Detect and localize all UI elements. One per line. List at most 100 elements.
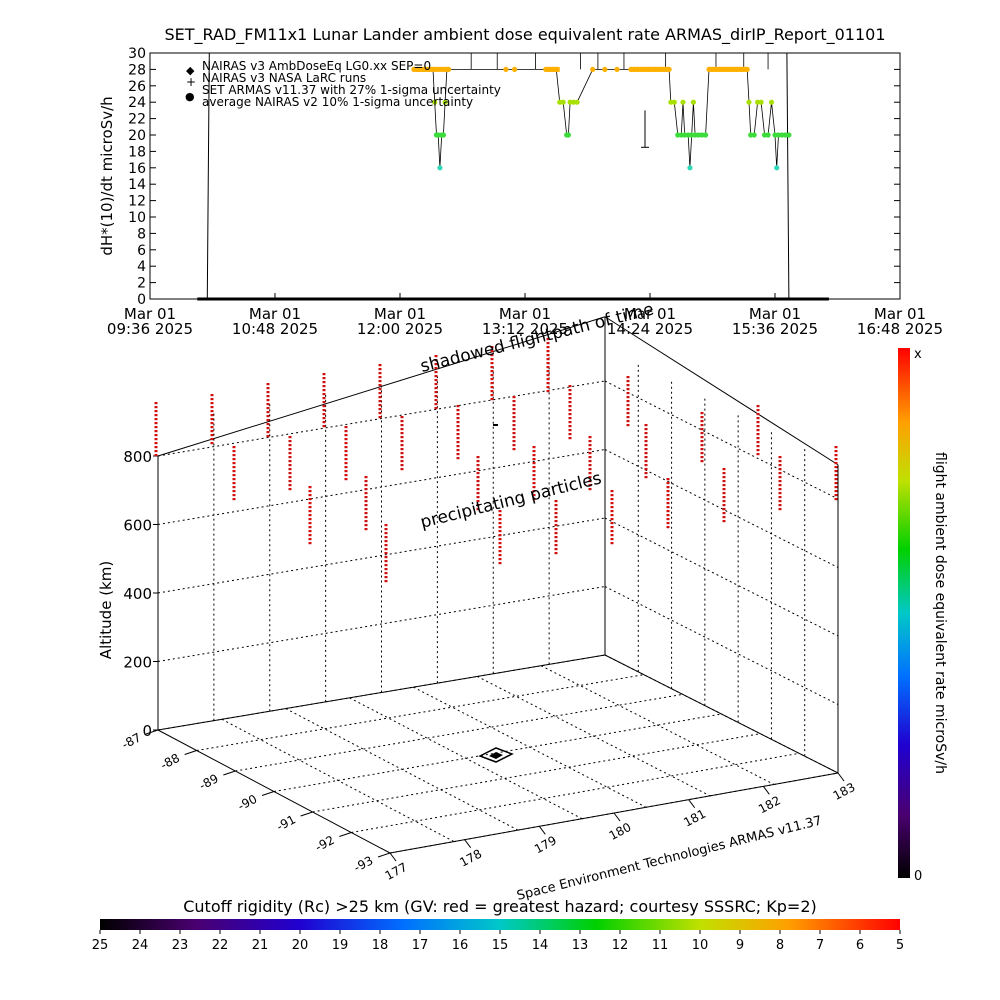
particle-marker bbox=[456, 417, 460, 420]
particle-marker bbox=[210, 418, 214, 421]
particle-marker bbox=[384, 552, 388, 555]
particle-marker bbox=[344, 442, 348, 445]
rigidity-tick-label: 23 bbox=[172, 938, 189, 953]
x-tick-time: 10:48 2025 bbox=[232, 320, 318, 338]
particle-marker bbox=[610, 490, 614, 493]
particle-marker bbox=[456, 429, 460, 432]
rigidity-tick-label: 21 bbox=[252, 938, 269, 953]
particle-marker bbox=[308, 498, 312, 501]
lon-tick-label: 181 bbox=[681, 807, 708, 830]
dose-colorbar-bottom-label: 0 bbox=[914, 869, 922, 884]
particle-marker bbox=[626, 424, 630, 427]
x-tick-date: Mar 01 bbox=[624, 305, 676, 323]
armas-data-point bbox=[751, 132, 757, 138]
particle-marker bbox=[666, 498, 670, 501]
particle-marker bbox=[546, 362, 550, 365]
box-edge bbox=[157, 654, 606, 731]
particle-marker bbox=[532, 498, 536, 501]
particle-marker bbox=[210, 422, 214, 425]
particle-marker bbox=[722, 504, 726, 507]
particle-marker bbox=[722, 520, 726, 523]
particle-marker bbox=[232, 486, 236, 489]
armas-data-point bbox=[440, 132, 447, 138]
particle-marker bbox=[154, 426, 158, 429]
legend-symbol-nairas-v3: ◆ bbox=[186, 64, 195, 77]
particle-marker bbox=[626, 404, 630, 407]
particle-marker bbox=[154, 410, 158, 413]
particle-marker bbox=[232, 494, 236, 497]
particle-marker bbox=[400, 424, 404, 427]
particle-marker bbox=[308, 526, 312, 529]
particle-marker bbox=[476, 460, 480, 463]
particle-marker bbox=[378, 408, 382, 411]
z-tick-label: 800 bbox=[123, 448, 152, 466]
particle-marker bbox=[546, 390, 550, 393]
particle-marker bbox=[266, 411, 270, 414]
particle-marker bbox=[644, 460, 648, 463]
x-tick-date: Mar 01 bbox=[249, 305, 301, 323]
z-tick-label: 0 bbox=[142, 722, 152, 740]
particle-marker bbox=[364, 512, 368, 515]
lon-tick-label: 178 bbox=[457, 847, 484, 870]
armas-data-point bbox=[437, 165, 443, 171]
lon-tick-mark bbox=[688, 799, 696, 808]
box-edge bbox=[604, 654, 839, 774]
lat-tick-label: -87 bbox=[120, 730, 144, 752]
particle-marker bbox=[490, 350, 494, 353]
x-tick-time: 09:36 2025 bbox=[107, 320, 193, 338]
particle-marker bbox=[266, 415, 270, 418]
floor-gridline bbox=[221, 718, 455, 843]
particle-marker bbox=[610, 498, 614, 501]
particle-marker bbox=[490, 346, 494, 349]
particle-marker bbox=[364, 508, 368, 511]
particle-marker bbox=[834, 482, 838, 485]
particle-marker bbox=[400, 456, 404, 459]
particle-marker bbox=[626, 400, 630, 403]
particle-marker bbox=[308, 534, 312, 537]
particle-marker bbox=[498, 550, 502, 553]
side-wall-gridline bbox=[604, 586, 839, 705]
floor-gridline bbox=[285, 708, 519, 831]
particle-marker bbox=[498, 530, 502, 533]
lon-tick-mark bbox=[389, 852, 397, 862]
particle-marker bbox=[554, 532, 558, 535]
particle-marker bbox=[322, 397, 326, 400]
particle-marker bbox=[490, 362, 494, 365]
particle-marker bbox=[210, 438, 214, 441]
particle-marker bbox=[700, 444, 704, 447]
figure-title: SET_RAD_FM11x1 Lunar Lander ambient dose… bbox=[164, 25, 885, 45]
particle-marker bbox=[344, 434, 348, 437]
x-tick-date: Mar 01 bbox=[874, 305, 926, 323]
rigidity-tick-label: 18 bbox=[372, 938, 389, 953]
particle-marker bbox=[532, 462, 536, 465]
particle-marker bbox=[490, 370, 494, 373]
particle-marker bbox=[610, 510, 614, 513]
particle-marker bbox=[322, 417, 326, 420]
particle-marker bbox=[568, 429, 572, 432]
particle-marker bbox=[532, 478, 536, 481]
y-tick-label: 18 bbox=[128, 144, 146, 160]
lon-tick-label: 180 bbox=[607, 820, 634, 843]
particle-marker bbox=[756, 449, 760, 452]
particle-marker bbox=[554, 512, 558, 515]
box-edge bbox=[157, 316, 606, 457]
particle-marker bbox=[834, 486, 838, 489]
particle-marker bbox=[756, 413, 760, 416]
particle-marker bbox=[498, 534, 502, 537]
lon-tick-label: 177 bbox=[383, 860, 410, 883]
particle-marker bbox=[400, 436, 404, 439]
particle-marker bbox=[434, 355, 438, 358]
particle-marker bbox=[666, 494, 670, 497]
particle-marker bbox=[378, 368, 382, 371]
particle-marker bbox=[512, 396, 516, 399]
particle-marker bbox=[322, 413, 326, 416]
particle-marker bbox=[456, 449, 460, 452]
floor-gridline bbox=[235, 693, 683, 772]
particle-marker bbox=[644, 440, 648, 443]
particle-marker bbox=[154, 422, 158, 425]
altitude-axis-label: Altitude (km) bbox=[97, 561, 115, 659]
floor-gridline bbox=[196, 674, 644, 751]
lat-tick-mark bbox=[223, 770, 236, 776]
particle-marker bbox=[554, 536, 558, 539]
particle-marker bbox=[512, 416, 516, 419]
